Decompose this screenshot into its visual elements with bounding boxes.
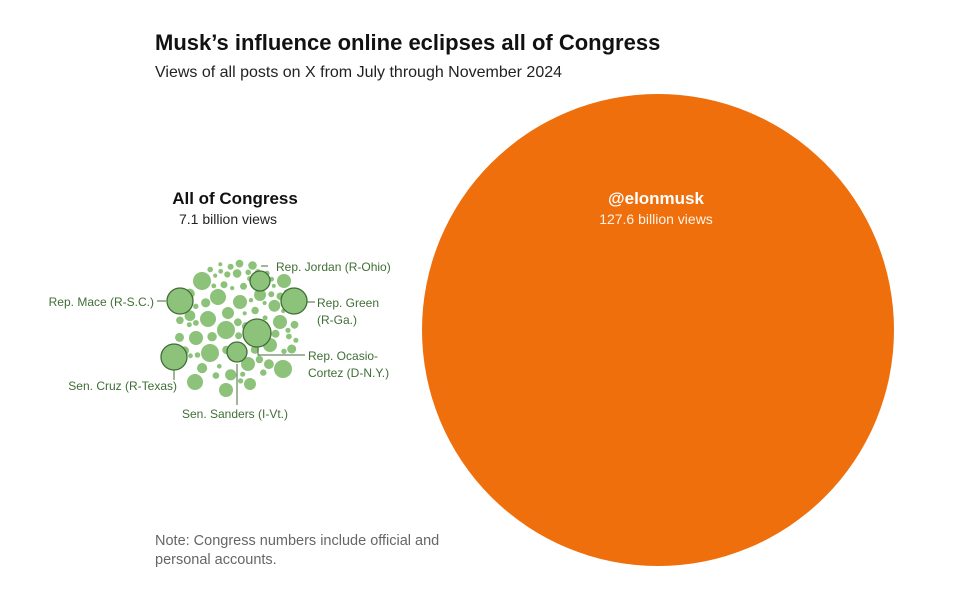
member-bubble [218, 262, 223, 267]
member-bubble [211, 283, 217, 289]
member-bubble [248, 298, 254, 303]
footnote: Note: Congress numbers include official … [155, 533, 440, 568]
member-bubble [290, 320, 299, 329]
member-bubble [220, 281, 228, 289]
member-bubble [230, 286, 235, 291]
label-green-line1: Rep. Green [317, 296, 379, 310]
member-bubble [238, 378, 244, 384]
member-bubble [176, 316, 184, 325]
member-bubble [242, 311, 247, 316]
member-bubble [251, 306, 259, 315]
member-bubble-cruz [160, 343, 188, 371]
member-bubble [207, 266, 213, 273]
member-bubble [186, 322, 192, 328]
member-bubble [217, 364, 222, 369]
member-bubble-mace [166, 287, 194, 315]
member-bubble [213, 273, 218, 278]
member-bubble [187, 374, 203, 390]
label-sanders: Sen. Sanders (I-Vt.) [182, 407, 288, 421]
member-bubble [254, 289, 266, 301]
member-bubble [262, 315, 268, 321]
member-bubble [273, 315, 287, 329]
member-bubble [260, 369, 267, 376]
member-bubble [287, 344, 297, 354]
congress-views: 7.1 billion views [179, 211, 277, 227]
member-bubble [286, 333, 292, 340]
member-bubble [193, 272, 211, 290]
member-bubble [225, 369, 237, 381]
member-bubble [281, 348, 287, 354]
member-bubble-green [280, 287, 308, 315]
congress-member-bubbles [175, 259, 302, 397]
chart-subtitle: Views of all posts on X from July throug… [155, 64, 563, 81]
member-bubble [193, 303, 199, 309]
member-bubble [194, 352, 201, 358]
chart-title: Musk’s influence online eclipses all of … [155, 30, 661, 55]
member-bubble [210, 289, 226, 305]
member-bubble-jordan [249, 270, 271, 292]
member-bubble [218, 268, 224, 274]
label-aoc-line1: Rep. Ocasio- [308, 349, 378, 363]
member-bubble [232, 269, 242, 278]
musk-title: @elonmusk [608, 189, 704, 208]
member-bubble [240, 282, 247, 290]
label-cruz: Sen. Cruz (R-Texas) [68, 379, 177, 393]
member-bubble [227, 263, 234, 270]
member-bubble [277, 274, 291, 288]
member-bubble [268, 299, 281, 312]
member-bubble [207, 332, 217, 342]
member-bubble [244, 378, 256, 390]
leader-line-aoc [257, 346, 305, 356]
member-bubble [241, 357, 255, 371]
member-bubble [255, 355, 264, 364]
member-bubble [175, 332, 184, 342]
member-bubble [268, 291, 275, 298]
label-mace: Rep. Mace (R-S.C.) [49, 295, 154, 309]
member-bubble [201, 298, 211, 308]
member-bubble [240, 371, 246, 377]
member-bubble-aoc [242, 318, 272, 348]
member-bubble [262, 300, 267, 306]
congress-title: All of Congress [172, 189, 298, 208]
member-bubble-sanders [226, 341, 248, 363]
member-bubble [201, 344, 219, 362]
musk-bubble [422, 94, 894, 566]
member-bubble [189, 331, 203, 345]
member-bubble [285, 327, 291, 333]
member-bubble [219, 383, 233, 397]
member-bubble [245, 269, 251, 276]
member-bubble [293, 337, 299, 343]
label-jordan: Rep. Jordan (R-Ohio) [276, 260, 391, 274]
musk-views: 127.6 billion views [599, 211, 713, 227]
label-aoc-line2: Cortez (D-N.Y.) [308, 366, 389, 380]
member-bubble [271, 329, 280, 338]
member-bubble [197, 363, 208, 374]
member-bubble [200, 311, 216, 327]
member-bubble [217, 321, 235, 339]
member-bubble [235, 259, 244, 268]
member-bubble [234, 318, 242, 327]
member-bubble [264, 359, 274, 370]
member-bubble [222, 307, 234, 319]
member-bubble [224, 271, 231, 278]
member-bubble [248, 261, 257, 270]
label-green-line2: (R-Ga.) [317, 313, 357, 327]
member-bubble [188, 353, 193, 359]
member-bubble [250, 345, 259, 354]
member-bubble [212, 372, 220, 379]
member-bubble [235, 332, 243, 340]
member-bubble [193, 320, 199, 326]
member-bubble [271, 283, 276, 288]
member-bubble [233, 295, 247, 309]
member-bubble [184, 310, 196, 322]
member-bubble [274, 360, 292, 378]
